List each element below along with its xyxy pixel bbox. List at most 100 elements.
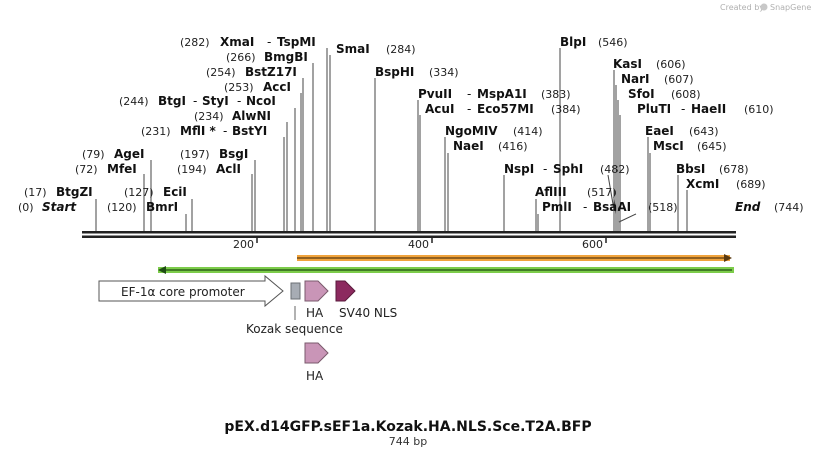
site-sep: - (467, 102, 471, 116)
site-name[interactable]: StyI (202, 94, 229, 108)
site-pos: (518) (648, 201, 678, 214)
site-pos: (197) (180, 148, 210, 161)
site-name[interactable]: PmlI (542, 200, 572, 214)
site-sep: - (583, 200, 587, 214)
site-name[interactable]: PluTI (637, 102, 671, 116)
start-label: Start (42, 200, 77, 214)
site-pos: (284) (386, 43, 416, 56)
sequence-ruler: 200 400 600 (82, 231, 736, 251)
site-sep: - (237, 94, 241, 108)
site-name[interactable]: AgeI (114, 147, 144, 161)
site-name[interactable]: NaeI (453, 139, 484, 153)
end-label: End (735, 200, 761, 214)
site-name[interactable]: Eco57MI (477, 102, 534, 116)
restriction-site-labels: (282) XmaI - TspMI SmaI (284) (266) BmgB… (18, 35, 804, 214)
site-pos: (120) (107, 201, 137, 214)
site-pos: (234) (194, 110, 224, 123)
site-name[interactable]: EciI (163, 185, 187, 199)
site-name[interactable]: AflIII (535, 185, 567, 199)
backbone-top-strand (82, 231, 736, 234)
site-pos: (384) (551, 103, 581, 116)
site-name[interactable]: AccI (263, 80, 291, 94)
site-name[interactable]: MscI (653, 139, 684, 153)
backbone-bottom-strand (82, 235, 736, 238)
site-name[interactable]: EaeI (645, 124, 674, 138)
site-sep: - (467, 87, 471, 101)
site-name[interactable]: BlpI (560, 35, 586, 49)
site-name[interactable]: SmaI (336, 42, 370, 56)
feature-ha-2[interactable]: HA (304, 342, 329, 383)
site-pos: (606) (656, 58, 686, 71)
ruler-tick-label: 600 (582, 238, 603, 251)
site-name[interactable]: AlwNI (232, 109, 271, 123)
orf-arrow-green[interactable] (158, 266, 734, 274)
start-pos: (0) (18, 201, 34, 214)
site-name[interactable]: BstZ17I (245, 65, 297, 79)
credit-brand: SnapGene (770, 3, 811, 12)
snapgene-logo-icon (760, 3, 768, 11)
site-name[interactable]: AcuI (425, 102, 454, 116)
snapgene-credit: Created by SnapGene (720, 3, 811, 12)
orf-orange-arrowhead (724, 254, 732, 262)
feature-ha[interactable]: HA (304, 280, 329, 320)
site-name[interactable]: BspHI (375, 65, 414, 79)
site-pos: (610) (744, 103, 774, 116)
site-name[interactable]: NcoI (246, 94, 276, 108)
site-name[interactable]: MflI * (180, 124, 216, 138)
kozak-box (290, 282, 301, 300)
kozak-label: Kozak sequence (246, 322, 343, 336)
site-name[interactable]: TspMI (277, 35, 316, 49)
ha-arrow-2 (304, 342, 329, 364)
site-pos: (482) (600, 163, 630, 176)
site-pos: (282) (180, 36, 210, 49)
site-sep: - (193, 94, 197, 108)
feature-nls[interactable]: SV40 NLS (335, 280, 397, 320)
leader-bsaai (618, 213, 637, 223)
site-name[interactable]: XmaI (220, 35, 254, 49)
site-name[interactable]: MspA1I (477, 87, 527, 101)
site-pos: (231) (141, 125, 171, 138)
site-name[interactable]: BtgI (158, 94, 186, 108)
nls-label: SV40 NLS (339, 306, 397, 320)
leader-482 (607, 174, 615, 211)
site-pos: (414) (513, 125, 543, 138)
site-name[interactable]: NgoMIV (445, 124, 498, 138)
site-name[interactable]: BstYI (232, 124, 267, 138)
site-pos: (194) (177, 163, 207, 176)
feature-promoter[interactable]: EF-1α core promoter (98, 274, 284, 308)
site-name[interactable]: NspI (504, 162, 534, 176)
site-name[interactable]: BtgZI (56, 185, 93, 199)
site-name[interactable]: AclI (216, 162, 241, 176)
site-pos: (266) (226, 51, 256, 64)
credit-text: Created by (720, 3, 764, 12)
site-name[interactable]: NarI (621, 72, 650, 86)
orf-arrow-orange[interactable] (297, 254, 732, 262)
site-name[interactable]: BmgBI (264, 50, 308, 64)
site-name[interactable]: MfeI (107, 162, 137, 176)
site-name[interactable]: KasI (613, 57, 642, 71)
site-name[interactable]: BbsI (676, 162, 705, 176)
site-pos: (253) (224, 81, 254, 94)
site-name[interactable]: PvuII (418, 87, 452, 101)
site-pos: (127) (124, 186, 154, 199)
site-name[interactable]: SphI (553, 162, 583, 176)
site-sep: - (223, 124, 227, 138)
ruler-tick-label: 200 (233, 238, 254, 251)
site-pos: (334) (429, 66, 459, 79)
feature-kozak[interactable]: Kozak sequence (246, 282, 343, 336)
site-name[interactable]: BmrI (146, 200, 178, 214)
site-name[interactable]: BsaAI (593, 200, 631, 214)
sequence-title: pEX.d14GFP.sEF1a.Kozak.HA.NLS.Sce.T2A.BF… (224, 419, 591, 435)
leader-517 (613, 198, 617, 215)
site-name[interactable]: SfoI (628, 87, 655, 101)
site-name[interactable]: BsgI (219, 147, 248, 161)
cut-site-lines (95, 48, 688, 232)
site-pos: (517) (587, 186, 617, 199)
site-sep: - (681, 102, 685, 116)
site-pos: (244) (119, 95, 149, 108)
site-name[interactable]: XcmI (686, 177, 719, 191)
site-name[interactable]: HaeII (691, 102, 726, 116)
sequence-length: 744 bp (389, 435, 427, 448)
ha-label: HA (306, 306, 324, 320)
